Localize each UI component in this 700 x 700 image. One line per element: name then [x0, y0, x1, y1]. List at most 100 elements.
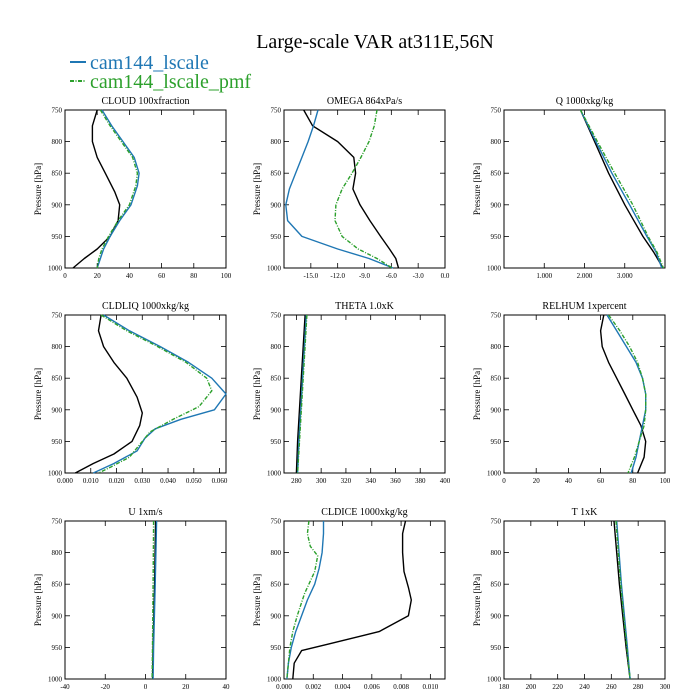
panel-3-ylabel: Pressure [hPa] — [472, 163, 482, 215]
panel-7-ytick-label-3: 900 — [52, 612, 63, 620]
panel-5-ytick-label-5: 1000 — [267, 470, 282, 478]
panel-1-line-control — [72, 109, 121, 269]
panel-2-ylabel: Pressure [hPa] — [252, 163, 262, 215]
panel-6-xtick-label-1: 20 — [533, 477, 541, 485]
panel-5: THETA 1.0xK 750 800 850 900 950 1000 280 300 320 3… — [252, 301, 451, 485]
panel-3-ytick-label-3: 900 — [491, 201, 502, 209]
panel-1-ytick-label-4: 950 — [52, 233, 63, 241]
panel-5-line-control — [295, 314, 306, 474]
panel-2-ytick-label-2: 850 — [271, 170, 282, 178]
panel-4-ytick-label-2: 850 — [52, 375, 63, 383]
panel-8-ytick-label-2: 850 — [271, 581, 282, 589]
panel-7-ytick-label-2: 850 — [52, 581, 63, 589]
panel-1-xtick-label-1: 20 — [94, 272, 102, 280]
panel-6-xtick-label-2: 40 — [565, 477, 573, 485]
panel-5-title: THETA 1.0xK — [335, 301, 394, 312]
panel-7-ylabel: Pressure [hPa] — [33, 574, 43, 626]
panel-1-ytick-label-5: 1000 — [48, 265, 63, 273]
panel-6-title: RELHUM 1xpercent — [542, 301, 626, 312]
panel-8-ytick-label-3: 900 — [271, 612, 282, 620]
panel-1-ytick-label-2: 850 — [52, 170, 63, 178]
panel-8: CLDICE 1000xkg/kg75080085090095010000.00… — [252, 507, 446, 691]
panel-1-title: CLOUD 100xfraction — [101, 96, 189, 107]
panel-4-line-exp2 — [98, 314, 213, 474]
panel-1-xtick-label-4: 80 — [190, 272, 198, 280]
panel-6-xtick-label-5: 100 — [660, 477, 671, 485]
panel-2-xtick-label-5: 0.0 — [441, 272, 450, 280]
legend-label-cam144-lscale-pmf: cam144_lscale_pmf — [90, 71, 251, 93]
panel-1-frame — [64, 109, 227, 269]
panel-8-frame — [283, 520, 446, 680]
panel-3-line-exp2 — [579, 109, 665, 269]
panel-3-ytick-label-4: 950 — [491, 233, 502, 241]
panel-8-ytick-label-1: 800 — [271, 549, 282, 557]
panel-5-xtick-label-2: 320 — [341, 477, 352, 485]
panel-9-xtick-label-5: 280 — [633, 683, 644, 691]
panel-3-xtick-label-1: 2.000 — [577, 272, 593, 280]
panel-3-frame — [503, 109, 666, 269]
panel-8-xtick-label-3: 0.006 — [364, 683, 380, 691]
panel-4-ytick-label-5: 1000 — [48, 470, 63, 478]
panel-9-ytick-label-1: 800 — [491, 549, 502, 557]
figure-title: Large-scale VAR at311E,56N — [256, 31, 494, 53]
panel-1-line-exp1 — [96, 109, 140, 269]
panel-7-line-exp2 — [151, 520, 155, 680]
panel-3-ytick-label-0: 750 — [491, 107, 502, 115]
panel-4-line-exp1 — [93, 314, 227, 474]
panel-2-xtick-label-1: -12.0 — [330, 272, 345, 280]
panel-1-xtick-label-2: 40 — [126, 272, 134, 280]
panel-5-xtick-label-0: 280 — [291, 477, 302, 485]
panel-4-xtick-label-3: 0.030 — [134, 477, 150, 485]
panel-1-line-exp2 — [96, 109, 139, 269]
panel-8-xtick-label-1: 0.002 — [305, 683, 321, 691]
panel-6-ytick-label-1: 800 — [491, 343, 502, 351]
panel-3-line-exp1 — [579, 109, 663, 269]
panel-2-ytick-label-0: 750 — [271, 107, 282, 115]
panel-6-frame — [503, 314, 666, 474]
panel-8-xtick-label-5: 0.010 — [422, 683, 438, 691]
panel-7: U 1xm/s 750 800 850 900 950 1000-40 -20 0 20 40 Pre… — [33, 507, 230, 691]
panel-5-ytick-label-0: 750 — [271, 312, 282, 320]
panel-2-xtick-label-0: -15.0 — [304, 272, 319, 280]
panel-4-ytick-label-4: 950 — [52, 438, 63, 446]
panel-4-ytick-label-3: 900 — [52, 406, 63, 414]
panel-4-title: CLDLIQ 1000xkg/kg — [102, 301, 189, 312]
panel-9-xtick-label-0: 180 — [499, 683, 510, 691]
panel-9-xtick-label-4: 260 — [606, 683, 617, 691]
panel-5-line-exp2 — [296, 314, 308, 474]
panel-3: Q 1000xkg/kg 750 800 850 900 950 1000 1.000 2.00… — [472, 96, 666, 280]
panel-2-xtick-label-4: -3.0 — [413, 272, 425, 280]
panel-5-xtick-label-4: 360 — [390, 477, 401, 485]
panel-3-xtick-label-0: 1.000 — [536, 272, 552, 280]
panel-1-ytick-label-3: 900 — [52, 201, 63, 209]
legend: cam144_lscale cam144_lscale_pmf — [70, 52, 251, 93]
panel-4-xtick-label-2: 0.020 — [109, 477, 125, 485]
panel-1-xtick-label-3: 60 — [158, 272, 166, 280]
panel-3-ytick-label-2: 850 — [491, 170, 502, 178]
panel-7-line-exp1 — [152, 520, 158, 680]
panel-8-line-exp1 — [286, 521, 325, 680]
panel-9-ytick-label-5: 1000 — [487, 676, 502, 684]
panel-2-line-exp1 — [285, 109, 394, 269]
panel-4-xtick-label-1: 0.010 — [83, 477, 99, 485]
panel-8-ylabel: Pressure [hPa] — [252, 574, 262, 626]
panel-7-ytick-label-5: 1000 — [48, 676, 63, 684]
panel-9-ytick-label-2: 850 — [491, 581, 502, 589]
panel-5-ytick-label-2: 850 — [271, 375, 282, 383]
panel-7-xtick-label-3: 20 — [182, 683, 190, 691]
panel-8-line-control — [292, 520, 412, 680]
panel-2-line-exp2 — [334, 109, 393, 269]
panel-2-ytick-label-4: 950 — [271, 233, 282, 241]
panel-6-line-exp1 — [606, 314, 647, 474]
panel-2-ytick-label-3: 900 — [271, 201, 282, 209]
panel-8-ytick-label-0: 750 — [271, 518, 282, 526]
panel-1-ylabel: Pressure [hPa] — [33, 163, 43, 215]
panel-9-ytick-label-0: 750 — [491, 518, 502, 526]
panel-6-xtick-label-4: 80 — [629, 477, 637, 485]
panel-9-xtick-label-2: 220 — [552, 683, 563, 691]
panel-4: CLDLIQ 1000xkg/kg 750 800 850 900 950 10000.00… — [33, 301, 228, 485]
